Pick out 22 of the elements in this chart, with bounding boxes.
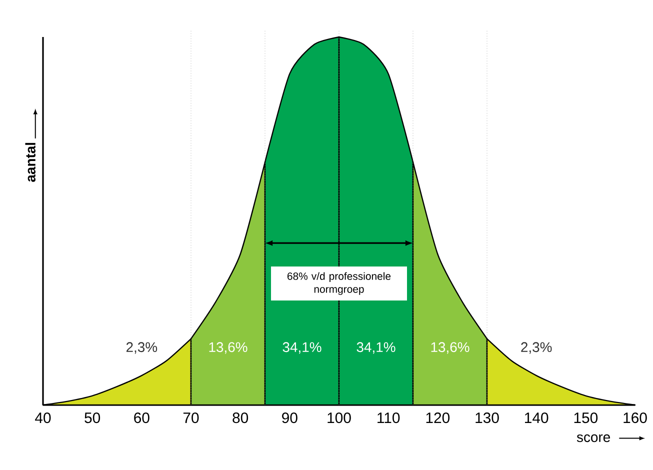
x-tick-label: 100 xyxy=(328,412,351,424)
annotation: 13,6% xyxy=(431,342,470,354)
x-tick-label: 40 xyxy=(35,412,51,424)
annotation: 13,6% xyxy=(209,342,248,354)
x-tick-label: 120 xyxy=(426,412,450,424)
x-tick-label: 60 xyxy=(134,412,150,424)
x-tick-label: 150 xyxy=(574,412,598,424)
x-tick-label: 130 xyxy=(476,412,499,424)
annotation: 34,1% xyxy=(356,342,396,354)
annotation: 2,3% xyxy=(521,342,552,354)
x-axis-title: score xyxy=(576,434,610,442)
x-tick-label: 70 xyxy=(183,412,199,424)
x-tick-label: 80 xyxy=(232,412,248,424)
x-tick-label: 90 xyxy=(282,412,298,424)
annotation: 68% v/d professionele normgroep xyxy=(287,272,391,295)
x-tick-label: 140 xyxy=(525,412,548,424)
x-tick-label: 160 xyxy=(624,412,647,424)
x-tick-label: 50 xyxy=(84,412,100,424)
x-tick-label: 110 xyxy=(378,412,400,424)
y-axis-title: aantal xyxy=(25,142,36,182)
annotation: 34,1% xyxy=(282,342,322,354)
annotation: 2,3% xyxy=(126,342,158,354)
